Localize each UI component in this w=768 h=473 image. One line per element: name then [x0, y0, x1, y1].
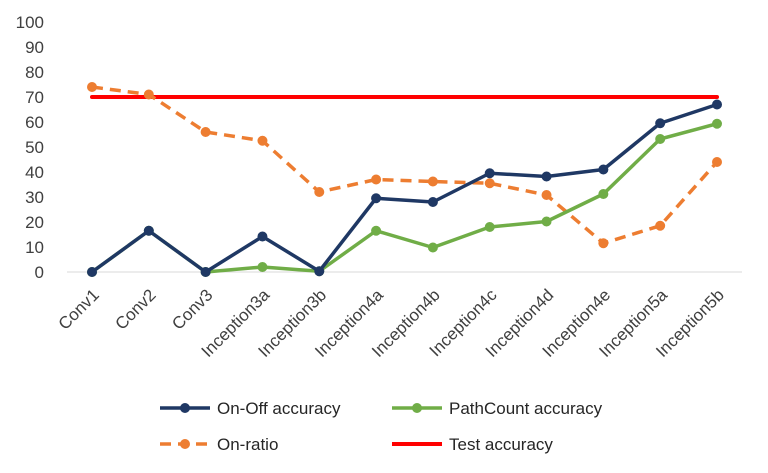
data-point-on-ratio	[655, 220, 666, 231]
series-line-on-ratio	[91, 85, 719, 245]
legend-label-on-ratio: On-ratio	[217, 435, 278, 454]
data-point-pathcount-accuracy	[655, 134, 666, 144]
series-layer	[87, 82, 722, 277]
y-tick-label: 70	[25, 88, 44, 107]
y-tick-label: 40	[25, 163, 44, 182]
y-tick-label: 80	[25, 63, 44, 82]
series-line-on-off-accuracy	[90, 102, 719, 274]
y-tick-label: 90	[25, 38, 44, 57]
series-line-pathcount-accuracy	[90, 122, 719, 274]
y-tick-label: 20	[25, 213, 44, 232]
y-tick-label: 30	[25, 188, 44, 207]
x-axis-ticks: Conv1 Conv2 Conv3Inception3aInception3bInc…	[55, 285, 728, 361]
data-point-pathcount-accuracy	[712, 118, 722, 129]
data-point-on-ratio	[371, 174, 382, 185]
x-tick-label-conv1: Conv1	[55, 285, 103, 333]
series-on-ratio	[87, 82, 722, 249]
data-point-on-off-accuracy	[655, 118, 666, 129]
y-tick-label: 60	[25, 113, 44, 132]
legend-marker-on-off-accuracy	[180, 403, 190, 413]
data-point-on-ratio	[484, 178, 495, 189]
y-tick-label: 50	[25, 138, 44, 157]
data-point-pathcount-accuracy	[484, 222, 495, 232]
data-point-on-ratio	[87, 82, 97, 92]
y-axis-ticks: 0 10 20 30 40 50 60 70 80 90 100	[16, 13, 44, 282]
data-point-on-off-accuracy	[87, 267, 97, 277]
y-tick-label: 10	[25, 238, 44, 257]
data-point-on-off-accuracy	[371, 193, 382, 204]
data-point-on-ratio	[712, 157, 722, 167]
legend-marker-pathcount-accuracy	[412, 403, 422, 413]
x-tick-label-conv2: Conv2	[111, 285, 159, 333]
x-tick-label-conv3: Conv3	[168, 285, 216, 333]
data-point-pathcount-accuracy	[371, 225, 382, 236]
data-point-on-ratio	[314, 187, 325, 197]
data-point-on-ratio	[143, 89, 154, 100]
series-on-off-accuracy	[87, 99, 722, 277]
data-point-on-off-accuracy	[200, 267, 211, 277]
data-point-on-off-accuracy	[598, 164, 609, 175]
legend-marker-on-ratio	[180, 439, 190, 449]
data-point-on-off-accuracy	[257, 231, 268, 242]
legend-label-on-off-accuracy: On-Off accuracy	[217, 399, 341, 418]
data-point-on-ratio	[541, 190, 552, 200]
data-point-on-off-accuracy	[143, 225, 154, 236]
y-tick-label: 0	[35, 263, 44, 282]
y-tick-label: 100	[16, 13, 44, 32]
data-point-on-off-accuracy	[484, 168, 495, 179]
data-point-on-ratio	[427, 176, 438, 187]
data-point-on-ratio	[257, 135, 268, 146]
data-point-on-off-accuracy	[712, 99, 722, 110]
legend-label-pathcount-accuracy: PathCount accuracy	[449, 399, 603, 418]
legend-item-test-accuracy: Test accuracy	[392, 435, 553, 454]
data-point-on-off-accuracy	[541, 171, 552, 182]
legend-label-test-accuracy: Test accuracy	[449, 435, 553, 454]
data-point-pathcount-accuracy	[541, 216, 552, 227]
data-point-pathcount-accuracy	[598, 189, 609, 199]
legend-item-on-off-accuracy: On-Off accuracy	[160, 399, 341, 418]
data-point-on-off-accuracy	[427, 197, 438, 207]
legend: On-Off accuracy PathCount accuracy On-rati…	[160, 399, 603, 454]
legend-item-on-ratio: On-ratio	[160, 435, 278, 454]
data-point-pathcount-accuracy	[257, 262, 268, 272]
data-point-pathcount-accuracy	[427, 242, 438, 253]
data-point-on-ratio	[598, 238, 609, 249]
legend-item-pathcount-accuracy: PathCount accuracy	[392, 399, 603, 418]
data-point-on-ratio	[200, 127, 211, 137]
data-point-on-off-accuracy	[314, 266, 325, 277]
